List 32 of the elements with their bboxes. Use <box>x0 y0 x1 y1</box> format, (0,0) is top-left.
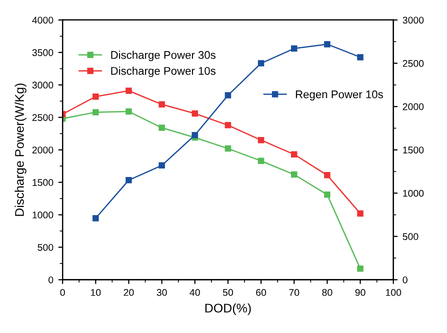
y-tick-label: 3000 <box>32 82 54 89</box>
x-tick-label: 10 <box>90 289 101 296</box>
x-tick-label: 80 <box>322 289 332 296</box>
y2-tick-label: 500 <box>402 233 418 240</box>
y-tick-label: 0 <box>48 276 54 284</box>
y2-tick-label: 2000 <box>402 103 424 110</box>
x-tick-label: 100 <box>386 289 402 296</box>
x-tick-label: 0 <box>60 289 65 296</box>
y-tick-label: 1000 <box>32 212 54 218</box>
y2-tick-label: 2500 <box>402 60 424 67</box>
x-tick-label: 20 <box>124 289 134 296</box>
y-tick-label: 2000 <box>32 146 54 154</box>
x-tick-label: 50 <box>222 289 233 296</box>
y-tick-label: 2500 <box>32 114 54 121</box>
legend-label: Regen Power 10s <box>296 90 383 100</box>
y2-tick-label: 1000 <box>403 190 424 197</box>
y-axis-title: Discharge Power(W/Kg) <box>14 84 26 216</box>
y2-tick-label: 0 <box>402 276 408 284</box>
y-tick-label: 4000 <box>32 16 54 24</box>
y2-tick-label: 1500 <box>403 146 424 154</box>
x-tick-label: 90 <box>355 289 366 296</box>
y-tick-label: 500 <box>38 244 54 251</box>
x-axis-title: DOD(%) <box>205 303 251 316</box>
legend-label: Discharge Power 10s <box>111 66 216 78</box>
x-tick-label: 60 <box>256 289 266 296</box>
x-tick-label: 70 <box>289 289 300 296</box>
y-tick-label: 3500 <box>32 49 54 56</box>
legend-label: Discharge Power 30s <box>111 50 216 62</box>
y-tick-label: 1500 <box>32 179 54 186</box>
x-tick-label: 40 <box>190 289 200 296</box>
x-tick-label: 30 <box>156 289 167 296</box>
y2-tick-label: 3000 <box>402 16 424 24</box>
